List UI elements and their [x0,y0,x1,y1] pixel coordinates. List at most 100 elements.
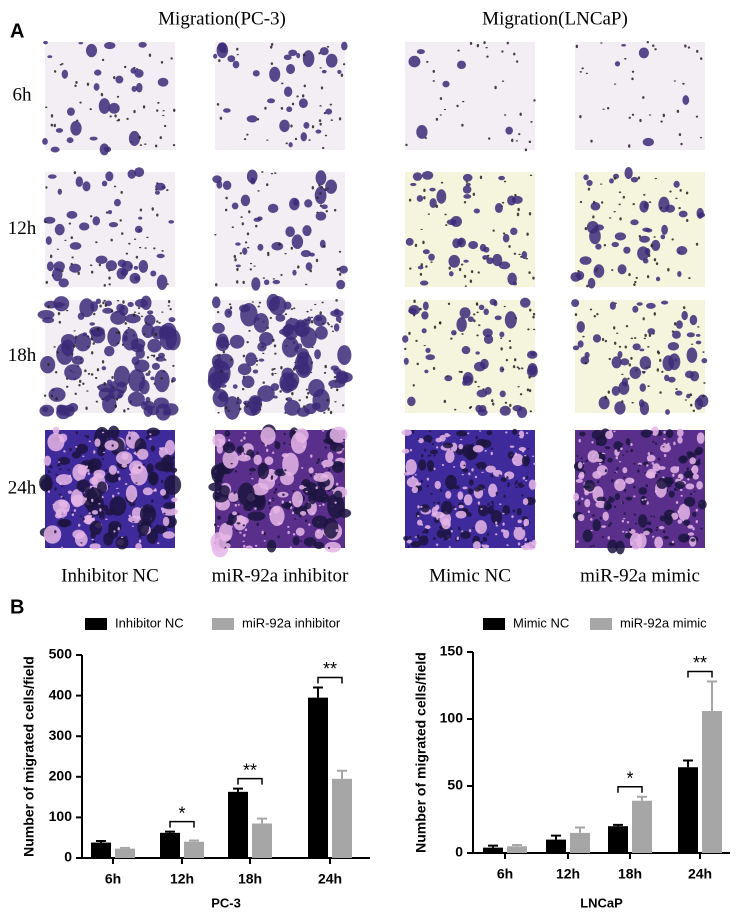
cell [602,108,605,110]
cell [468,406,472,410]
y-tick-label: 400 [49,686,73,702]
cell [338,117,342,121]
cell [502,512,505,515]
panel-title: Migration(PC-3) [158,8,286,29]
cell [110,309,114,313]
cell [47,174,57,179]
cell [429,449,439,455]
cell [291,391,294,396]
cell [108,465,117,475]
cell [283,432,286,435]
cell [500,477,507,483]
cell [284,469,287,472]
micrograph [401,428,537,551]
significance-mark: * [626,768,633,788]
cell [664,514,673,526]
cell [128,242,131,245]
cell [278,242,281,246]
cell [455,510,467,519]
cell [337,461,344,467]
cell [652,440,655,443]
cell [686,536,689,540]
cell [281,453,289,458]
cell [435,204,439,209]
cell [235,264,241,268]
cell [427,213,431,215]
cell [107,209,113,215]
cell [49,254,53,259]
cell [104,303,108,307]
cell [98,502,101,505]
cell [88,440,91,443]
cell [609,301,616,310]
cell [155,109,159,112]
cell [673,180,680,188]
cell [630,448,633,453]
y-tick-label: 200 [49,768,73,784]
cell [630,356,633,360]
cell [635,276,638,279]
cell [630,176,639,183]
cell [298,399,301,402]
cell [118,476,121,481]
cell [273,395,278,399]
cell [308,491,317,505]
cell [660,443,672,453]
cell [274,441,278,444]
cell [296,356,309,368]
cell [659,206,663,209]
cell [685,483,695,490]
cell [628,116,631,119]
cell [305,388,309,391]
cell [675,197,678,200]
cell [634,280,637,284]
cell [445,224,448,226]
cell [287,530,290,535]
cell [579,200,583,204]
cell [532,276,535,280]
cell [444,375,453,382]
cell [403,535,409,541]
cell [420,505,423,508]
cell [237,454,251,462]
significance-bracket [687,670,713,678]
cell [334,447,337,449]
cell [242,280,245,285]
cell [170,57,173,60]
cell [499,405,511,416]
cell [312,511,315,515]
cell [266,293,280,312]
cell [485,47,488,49]
cell [475,351,480,355]
cell [154,144,158,148]
cell [79,222,90,231]
cell [314,303,317,306]
cell [458,526,461,531]
cell [522,476,526,480]
cell [583,174,589,181]
legend-swatch [483,618,505,630]
cell [637,514,648,528]
cell [321,459,334,468]
cell [512,428,518,435]
cell [678,210,688,218]
cell [125,313,141,324]
cell [294,429,298,432]
cell [160,488,167,496]
cell [528,140,532,144]
cell [257,190,260,192]
cell [457,491,464,500]
cell [327,323,331,326]
cell [585,459,588,463]
cell [115,331,119,334]
cell [646,464,649,467]
cell [486,532,490,536]
cell [632,305,639,313]
cell [460,263,464,266]
cell [633,485,636,489]
cell [521,494,524,497]
cell [602,511,609,521]
cell [428,440,432,443]
cell [677,436,683,444]
cell [492,229,495,232]
